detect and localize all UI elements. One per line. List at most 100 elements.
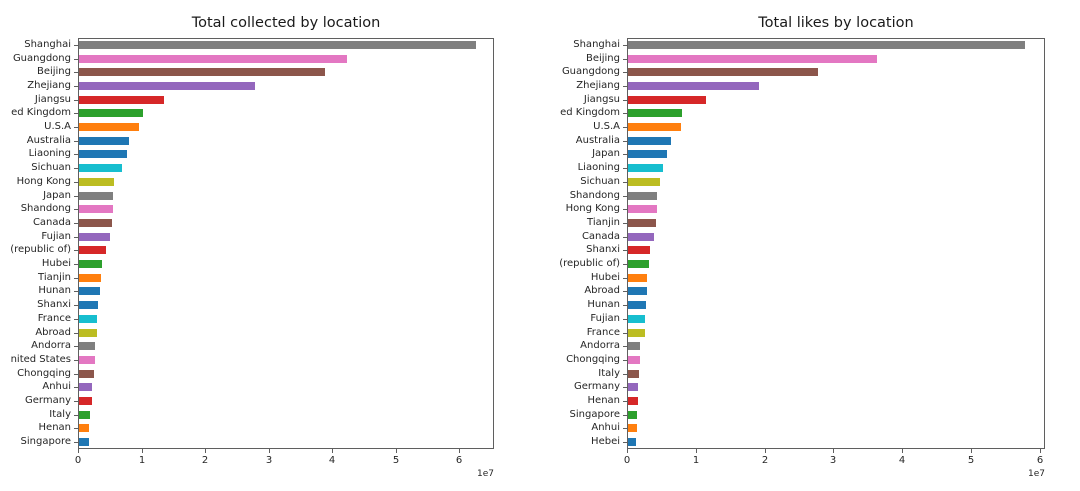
x-tick-label: 1 (692, 455, 700, 466)
y-axis-label: Italy (49, 409, 71, 420)
bar (628, 383, 638, 391)
bar (628, 411, 637, 419)
y-axis-label: Tianjin (38, 272, 71, 283)
y-tick-mark (623, 250, 627, 251)
bar (79, 164, 122, 172)
axis-scale-label: 1e7 (477, 469, 494, 479)
x-tick-label: 1 (138, 455, 146, 466)
y-tick-mark (623, 442, 627, 443)
y-tick-mark (74, 45, 78, 46)
bar (79, 41, 476, 49)
bar (628, 82, 759, 90)
bar (79, 219, 112, 227)
y-axis-label: Canada (32, 217, 71, 228)
y-axis-label: Singapore (20, 436, 71, 447)
x-tick-label: 4 (898, 455, 906, 466)
bar (79, 356, 95, 364)
bar (79, 342, 95, 350)
y-axis-label: Tianjin (587, 217, 620, 228)
y-tick-mark (623, 291, 627, 292)
bar (79, 329, 97, 337)
bar (628, 342, 640, 350)
y-tick-mark (623, 346, 627, 347)
x-tick-mark (332, 449, 333, 453)
y-axis-label: Henan (38, 422, 71, 433)
bar (628, 246, 650, 254)
y-tick-mark (74, 346, 78, 347)
bar (79, 68, 325, 76)
y-axis-label: Hunan (38, 285, 71, 296)
y-axis-label: Beijing (585, 53, 620, 64)
x-tick-label: 0 (623, 455, 631, 466)
bar (628, 370, 639, 378)
bar (79, 397, 92, 405)
y-tick-mark (74, 209, 78, 210)
y-tick-mark (623, 127, 627, 128)
y-axis-label: Abroad (584, 285, 620, 296)
x-tick-mark (833, 449, 834, 453)
x-tick-label: 3 (265, 455, 273, 466)
bar (79, 109, 143, 117)
y-tick-mark (623, 100, 627, 101)
x-tick-mark (396, 449, 397, 453)
y-axis-label: France (37, 313, 71, 324)
bar (628, 315, 645, 323)
y-axis-label: Liaoning (577, 162, 620, 173)
y-axis-label: Hunan (587, 299, 620, 310)
y-tick-mark (74, 278, 78, 279)
axis-scale-label: 1e7 (1028, 469, 1045, 479)
x-tick-label: 5 (967, 455, 975, 466)
y-tick-mark (74, 319, 78, 320)
bar (79, 82, 255, 90)
bar (628, 137, 671, 145)
bar (79, 150, 127, 158)
bar (628, 41, 1025, 49)
y-tick-mark (623, 86, 627, 87)
x-tick-mark (765, 449, 766, 453)
y-axis-label: Andorra (31, 340, 71, 351)
bar (79, 123, 139, 131)
y-axis-label: Abroad (35, 327, 71, 338)
y-axis-label: Chongqing (566, 354, 620, 365)
y-tick-mark (623, 223, 627, 224)
bar (628, 123, 681, 131)
y-tick-mark (623, 182, 627, 183)
y-tick-mark (623, 333, 627, 334)
y-tick-mark (74, 442, 78, 443)
y-tick-mark (74, 250, 78, 251)
y-axis-label: Beijing (36, 66, 71, 77)
x-tick-label: 5 (392, 455, 400, 466)
y-tick-mark (74, 72, 78, 73)
y-axis-label: (republic of) (10, 244, 71, 255)
y-tick-mark (74, 374, 78, 375)
y-axis-label: Australia (26, 135, 71, 146)
bar (79, 370, 94, 378)
y-axis-label: Japan (43, 190, 71, 201)
y-axis-label: Germany (25, 395, 71, 406)
y-axis-label: Zhejiang (576, 80, 620, 91)
bar (79, 438, 89, 446)
bar (628, 109, 682, 117)
y-axis-label: Shanghai (573, 39, 620, 50)
x-tick-label: 3 (829, 455, 837, 466)
chart-title: Total collected by location (191, 15, 381, 31)
y-tick-mark (74, 415, 78, 416)
bar (628, 68, 818, 76)
y-tick-mark (74, 196, 78, 197)
bar (79, 260, 102, 268)
y-axis-label: Hong Kong (16, 176, 71, 187)
y-axis-label: Fujian (590, 313, 620, 324)
bar (628, 329, 645, 337)
y-tick-mark (623, 374, 627, 375)
plot-area (627, 38, 1045, 449)
y-axis-label: Shandong (20, 203, 71, 214)
y-axis-label: Anhui (42, 381, 71, 392)
y-axis-label: Singapore (569, 409, 620, 420)
y-tick-mark (623, 154, 627, 155)
bar (628, 219, 656, 227)
x-tick-label: 0 (74, 455, 82, 466)
y-tick-mark (623, 264, 627, 265)
y-tick-mark (623, 72, 627, 73)
y-axis-label: Australia (575, 135, 620, 146)
